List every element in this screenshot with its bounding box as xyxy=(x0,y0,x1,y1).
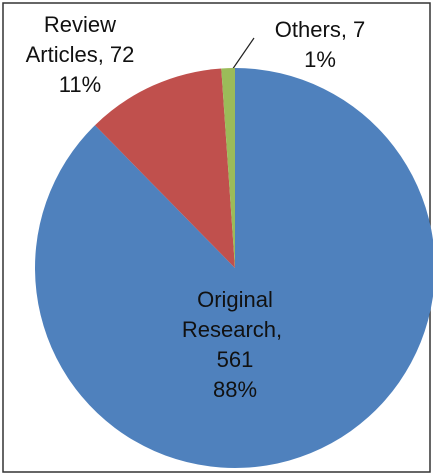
percent-label: 88% xyxy=(212,377,258,402)
data-label: Review Articles, 72 11% xyxy=(10,10,150,100)
category-label: Review Articles xyxy=(25,12,117,67)
pie-slice xyxy=(94,68,235,268)
data-label: Original Research, 561 88% xyxy=(150,285,320,405)
percent-label: 11% xyxy=(58,72,102,97)
category-label: Others xyxy=(274,17,341,42)
data-label: Others, 7 1% xyxy=(255,15,385,75)
value-label: 7 xyxy=(352,17,366,42)
category-label: Original Research xyxy=(181,287,277,342)
value-label: 561 xyxy=(216,347,254,372)
label-separator: , xyxy=(97,42,104,67)
label-separator: , xyxy=(276,317,283,342)
pie-slice xyxy=(35,68,433,468)
leader-line xyxy=(231,37,255,71)
percent-label: 1% xyxy=(304,47,336,72)
value-label: 72 xyxy=(109,42,135,67)
pie-slice xyxy=(221,68,235,268)
label-separator: , xyxy=(340,17,347,42)
